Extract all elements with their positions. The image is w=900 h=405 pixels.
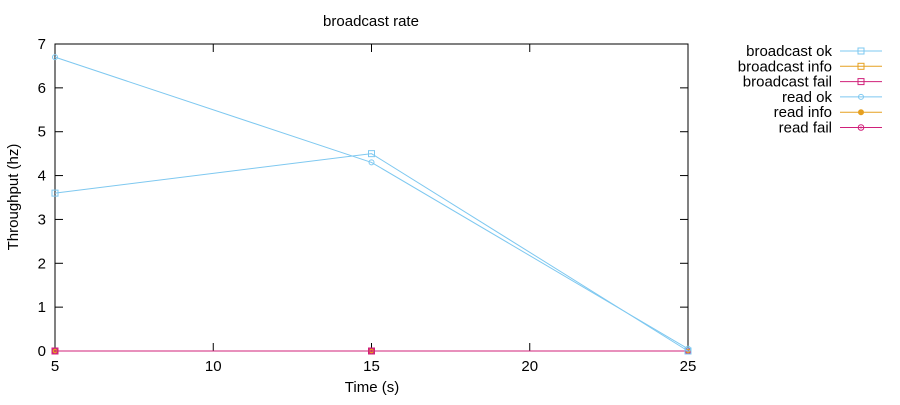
data-point [684,347,692,355]
x-tick-label: 25 [680,358,697,375]
legend-label: broadcast fail [743,74,832,91]
axis-ticks: 5 10 15 20 25 0 1 2 3 4 5 6 7 [38,36,697,375]
data-point [51,347,59,355]
legend-swatch-marker [857,47,865,55]
y-tick-label: 0 [38,343,46,360]
legend-item: broadcast fail [743,74,882,91]
data-point [51,189,59,197]
series-line [54,153,689,352]
legend-swatch-marker-center [860,126,862,129]
legend-swatch-marker [857,78,865,86]
legend-label: read fail [779,120,832,137]
legend-swatch-marker [857,62,865,70]
legend-item: read info [774,104,882,121]
series-read-ok [52,54,691,352]
legend-label: read info [774,104,832,121]
legend-swatch-marker [857,124,865,131]
legend-swatch-marker [858,93,864,100]
legend-item: broadcast ok [746,43,882,60]
data-point [685,345,691,352]
data-point [52,54,58,61]
chart-title: broadcast rate [323,13,419,30]
y-tick-label: 3 [38,211,46,228]
y-tick-label: 2 [38,255,46,272]
legend-swatch-marker [858,109,864,116]
y-tick-label: 7 [38,36,46,53]
data-point-center [54,350,56,352]
data-point [368,159,375,166]
data-point-center [370,350,373,352]
legend-label: broadcast info [738,58,832,75]
x-tick-label: 20 [521,358,538,375]
legend-item: read fail [779,120,882,137]
x-axis-label: Time (s) [345,379,399,396]
legend-label: read ok [782,89,833,106]
data-point [368,347,375,355]
legend-label: broadcast ok [746,43,832,60]
y-tick-label: 6 [38,80,46,97]
x-tick-label: 15 [363,358,380,375]
y-tick-label: 4 [38,168,46,185]
x-tick-label: 5 [51,358,59,375]
series-layer [51,54,692,355]
legend-item: read ok [782,89,882,106]
y-axis-label: Throughput (hz) [5,144,22,251]
plot-frame [54,43,689,352]
legend-item: broadcast info [738,58,882,75]
data-point [368,150,375,158]
y-tick-label: 1 [38,299,46,316]
series-broadcast-ok [51,150,692,355]
series-line [54,56,689,350]
x-tick-label: 10 [205,358,222,375]
y-tick-label: 5 [38,124,46,141]
